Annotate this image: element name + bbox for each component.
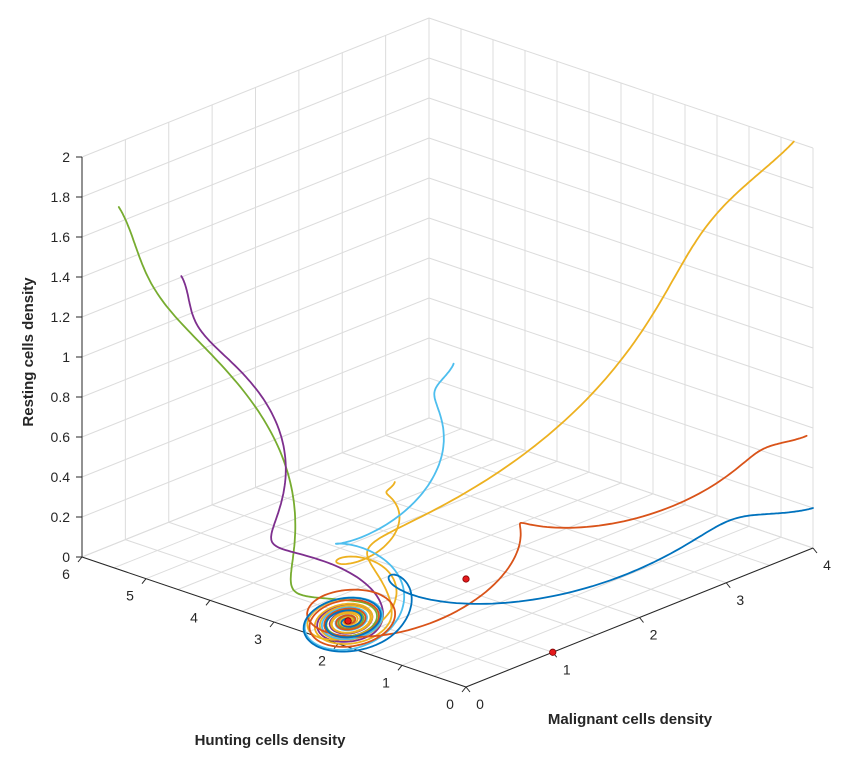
grid-line: [81, 217, 430, 358]
grid-line: [428, 337, 814, 469]
grid-line: [81, 57, 430, 198]
grid-line: [81, 177, 430, 318]
y-tick-label: 5: [126, 588, 134, 604]
x-tick-label: 1: [563, 661, 571, 677]
grid-line: [305, 493, 654, 634]
x-tick-mark: [639, 617, 644, 623]
axis-layer: [76, 156, 818, 693]
x-tick-mark: [725, 582, 731, 589]
grid-line: [428, 57, 814, 189]
y-tick-mark: [269, 621, 275, 628]
trajectory-line: [313, 140, 795, 645]
grid-layer: [81, 17, 814, 688]
z-tick-label: 0.2: [51, 509, 71, 525]
y-tick-label: 0: [446, 696, 454, 712]
trajectory-line: [306, 434, 808, 648]
grid-line: [401, 525, 750, 666]
grid-line: [433, 536, 782, 677]
z-tick-label: 0.6: [51, 429, 71, 445]
z-tick-label: 1.8: [51, 189, 71, 205]
equilibrium-point: [344, 617, 352, 625]
z-tick-label: 1.2: [51, 309, 71, 325]
grid-line: [81, 17, 430, 158]
grid-line: [428, 217, 814, 349]
grid-line: [81, 417, 430, 558]
x-tick-label: 3: [736, 592, 744, 608]
grid-line: [428, 257, 814, 389]
grid-line: [81, 257, 430, 398]
grid-line: [428, 97, 814, 229]
z-tick-label: 2: [62, 149, 70, 165]
x-tick-label: 4: [823, 557, 831, 573]
trajectory-line: [303, 362, 455, 651]
grid-line: [428, 137, 814, 269]
z-axis-label: Resting cells density: [20, 277, 37, 427]
y-tick-mark: [77, 556, 83, 563]
y-tick-label: 4: [190, 609, 198, 625]
z-tick-label: 0: [62, 549, 70, 565]
z-tick-label: 0.4: [51, 469, 71, 485]
grid-line: [428, 417, 814, 549]
grid-line: [177, 450, 526, 590]
grid-line: [428, 177, 814, 309]
y-tick-mark: [461, 686, 467, 693]
z-tick-label: 0.8: [51, 389, 71, 405]
y-tick-mark: [205, 600, 211, 606]
equilibrium-point: [549, 648, 557, 656]
x-axis-label: Malignant cells density: [548, 711, 713, 728]
x-tick-label: 0: [476, 696, 484, 712]
x-tick-mark: [812, 547, 818, 554]
grid-line: [81, 137, 430, 278]
grid-line: [428, 297, 814, 429]
grid-line: [369, 515, 718, 655]
z-tick-label: 1.4: [51, 269, 71, 285]
y-axis-label: Hunting cells density: [195, 732, 347, 749]
trajectory-line: [302, 507, 814, 653]
z-tick-label: 1.6: [51, 229, 71, 245]
x-tick-label: 2: [650, 627, 658, 643]
y-tick-mark: [397, 665, 403, 671]
grid-line: [145, 439, 494, 580]
x-tick-mark: [465, 686, 471, 693]
grid-line: [209, 460, 558, 601]
grid-line: [428, 377, 814, 509]
series-layer: [117, 140, 814, 656]
grid-line: [113, 428, 462, 569]
z-tick-label: 1: [62, 349, 70, 365]
y-tick-label: 6: [62, 566, 70, 582]
grid-line: [81, 97, 430, 238]
y-tick-mark: [141, 578, 147, 584]
grid-line: [81, 297, 430, 438]
y-tick-label: 3: [254, 631, 262, 647]
trajectory-line: [306, 481, 401, 641]
y-tick-label: 2: [318, 653, 326, 669]
equilibrium-point: [462, 575, 470, 583]
grid-line: [428, 17, 814, 149]
grid-line: [241, 471, 590, 612]
y-tick-label: 1: [382, 674, 390, 690]
trajectory-line: [117, 206, 378, 637]
grid-line: [81, 377, 430, 518]
